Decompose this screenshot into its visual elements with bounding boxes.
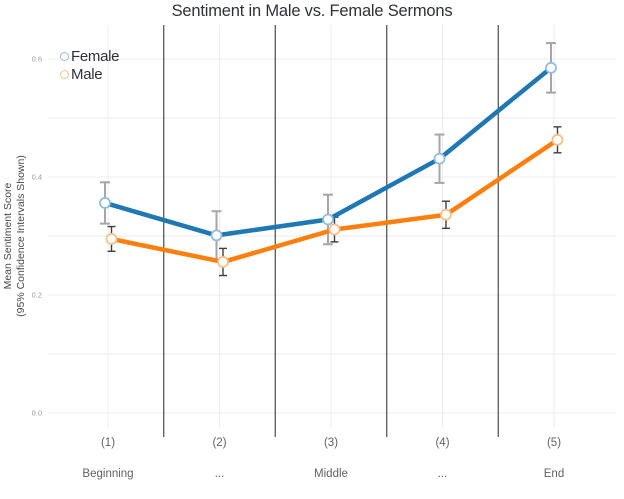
x-tick-label: (5)	[547, 437, 561, 449]
chart-title: Sentiment in Male vs. Female Sermons	[171, 2, 453, 20]
x-tick-label: (3)	[324, 437, 338, 449]
x-tick-sublabel: Beginning	[82, 468, 133, 480]
male-marker	[105, 233, 118, 245]
female-marker	[322, 213, 334, 226]
x-tick-label: (4)	[435, 437, 449, 449]
legend-label-male: Male	[71, 65, 103, 83]
male-line	[109, 137, 560, 265]
y-tick-label: 0.4	[32, 173, 42, 182]
female-marker	[545, 61, 557, 74]
legend-item-male[interactable]: Male	[60, 65, 119, 83]
male-marker	[217, 256, 229, 268]
y-tick-label: 0.6	[32, 55, 42, 64]
x-tick-sublabel: ...	[438, 468, 448, 480]
x-tick-label: (2)	[212, 437, 226, 449]
x-tick-sublabel: End	[544, 468, 564, 480]
y-tick-label: 0.0	[32, 409, 42, 418]
y-tick-label: 0.2	[32, 291, 42, 300]
x-tick-sublabel: ...	[215, 468, 225, 480]
female-series-marker-icon	[60, 51, 69, 61]
legend: Female Male	[60, 47, 120, 83]
female-marker	[433, 152, 446, 165]
legend-label-female: Female	[71, 47, 120, 65]
male-series-marker-icon	[60, 69, 69, 79]
x-tick-label: (1)	[101, 437, 115, 449]
legend-item-female[interactable]: Female	[60, 47, 120, 65]
female-marker	[99, 197, 111, 209]
male-marker	[328, 223, 341, 236]
male-marker	[440, 208, 452, 221]
female-marker	[210, 229, 223, 242]
x-tick-sublabel: Middle	[314, 468, 348, 480]
male-marker	[551, 133, 564, 146]
